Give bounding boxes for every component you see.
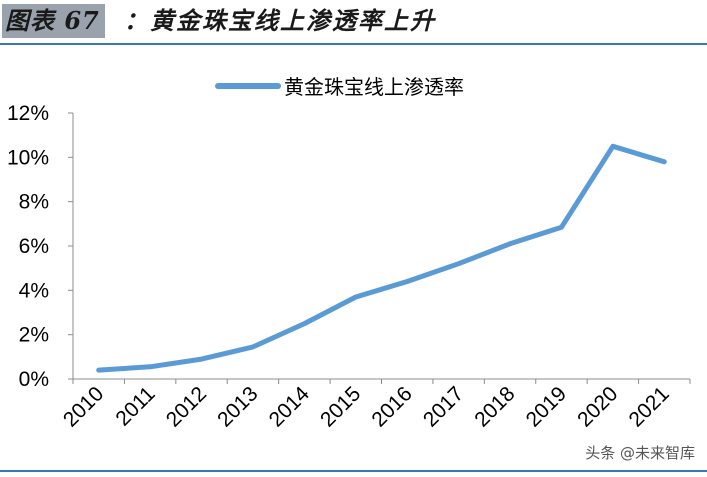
figure-header: 图表 67 ：黄金珠宝线上渗透率上升 [0, 0, 707, 44]
data-point [559, 225, 563, 229]
x-tick-labels: 2010 2011 2012 2013 2014 2015 2016 2017 2018 2019… [59, 382, 674, 432]
data-point [148, 365, 152, 369]
x-tick-label: 2017 [419, 382, 468, 431]
x-tick-label: 2018 [470, 382, 519, 431]
series-group [96, 143, 667, 373]
x-tick-label: 2015 [316, 382, 365, 431]
x-tick-label: 2019 [522, 382, 571, 431]
x-tick-label: 2021 [625, 382, 674, 431]
axes [68, 112, 691, 384]
legend-label: 黄金珠宝线上渗透率 [284, 75, 464, 99]
y-tick-label: 0% [19, 368, 49, 391]
x-tick-label: 2012 [162, 382, 211, 431]
figure-label: 图表 67 [2, 4, 105, 38]
x-tick-label: 2013 [213, 382, 262, 431]
data-point [200, 357, 204, 361]
x-tick-label: 2020 [573, 382, 622, 431]
y-tick-label: 2% [19, 324, 49, 347]
data-point [457, 262, 461, 266]
y-tick-label: 10% [7, 146, 49, 169]
line-chart: 黄金珠宝线上渗透率 0%2%4%6%8%10%12% 2010 2011 2012 2… [7, 75, 691, 432]
x-tick-label: 2016 [367, 382, 416, 431]
watermark: 头条 @未来智库 [585, 444, 695, 462]
footer-rule [0, 470, 707, 472]
header-rule [0, 43, 707, 45]
data-point [405, 279, 409, 283]
data-point [611, 144, 615, 148]
x-tick-label: 2010 [59, 382, 108, 431]
data-point [97, 368, 101, 372]
legend: 黄金珠宝线上渗透率 [215, 75, 464, 99]
data-point [354, 295, 358, 299]
data-point [302, 322, 306, 326]
y-tick-label: 12% [7, 102, 49, 125]
y-tick-label: 8% [19, 191, 49, 214]
series-line [96, 143, 667, 373]
x-tick-label: 2011 [111, 382, 159, 430]
figure-title: ：黄金珠宝线上渗透率上升 [124, 6, 436, 35]
x-tick-label: 2014 [265, 382, 315, 432]
data-point [251, 345, 255, 349]
y-tick-labels: 0% 2% 4% 6% 8% 10% 12% [7, 102, 49, 391]
data-point [662, 160, 666, 164]
y-tick-label: 6% [19, 235, 49, 258]
y-tick-label: 4% [19, 279, 49, 302]
data-point [508, 242, 512, 246]
